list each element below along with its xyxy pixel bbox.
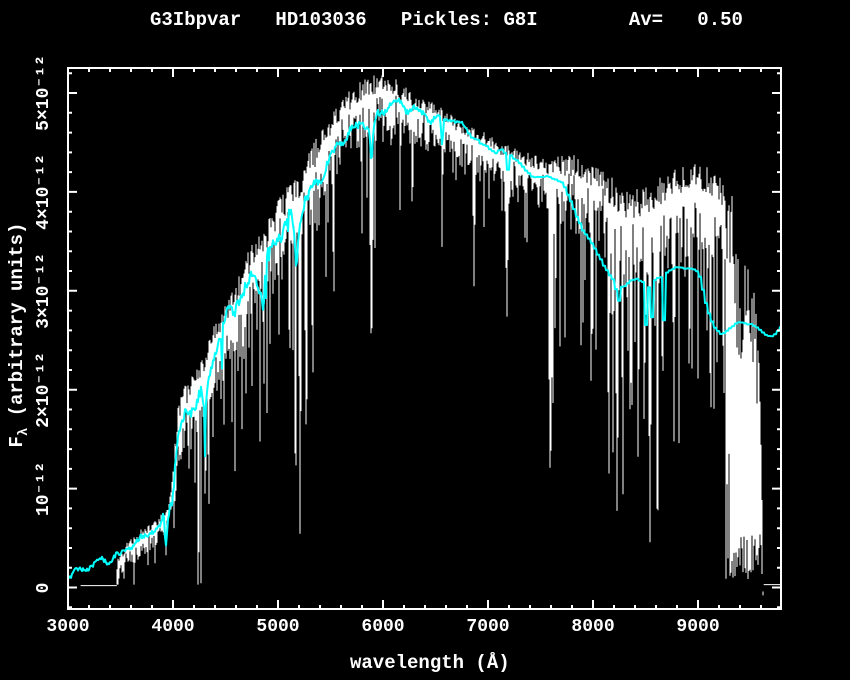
x-tick-label: 7000 — [466, 617, 510, 637]
observed-spectrum-trace — [80, 75, 781, 596]
x-tick-label: 8000 — [571, 617, 615, 637]
y-label-subscript: λ — [16, 427, 32, 437]
x-tick-label: 9000 — [676, 617, 720, 637]
x-axis-label: wavelength (Å) — [350, 652, 510, 674]
y-tick-label: 5×10⁻¹² — [34, 55, 54, 131]
axis-ticks — [67, 68, 781, 609]
x-tick-label: 4000 — [151, 617, 195, 637]
plot-title: G3Ibpvar HD103036 Pickles: G8I Av= 0.50 — [150, 9, 743, 31]
x-tick-label: 3000 — [46, 617, 90, 637]
y-label-symbol: F — [6, 436, 28, 448]
x-tick-label: 6000 — [361, 617, 405, 637]
y-label-units: (arbitrary units) — [6, 222, 28, 428]
model-spectrum-trace — [67, 97, 781, 579]
x-tick-label: 5000 — [256, 617, 300, 637]
y-axis-label: Fλ (arbitrary units) — [5, 215, 32, 455]
